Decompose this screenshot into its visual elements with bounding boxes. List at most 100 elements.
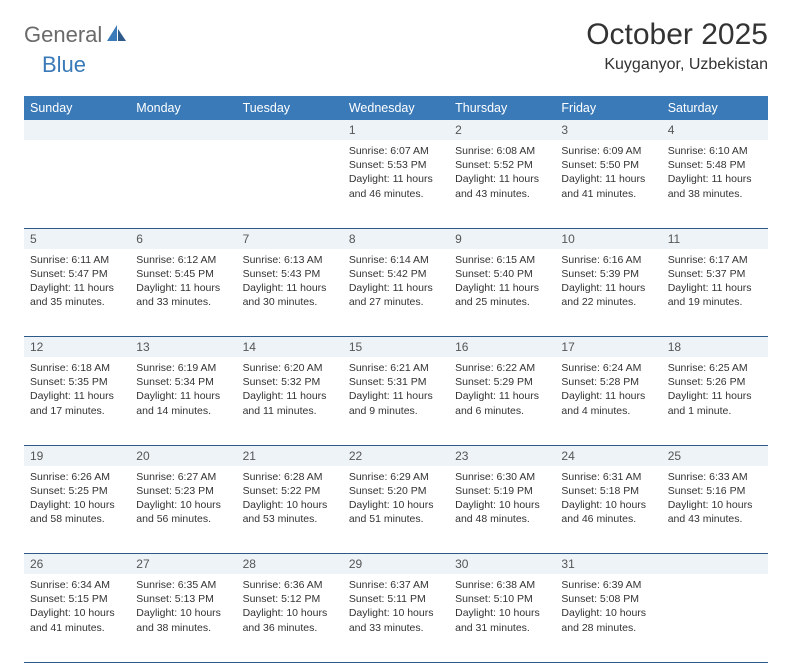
daylight-label-2: and 22 minutes. (561, 295, 655, 309)
sunrise-label: Sunrise: 6:34 AM (30, 578, 124, 592)
weekday-header-row: Sunday Monday Tuesday Wednesday Thursday… (24, 96, 768, 120)
day-cell: Sunrise: 6:07 AMSunset: 5:53 PMDaylight:… (343, 140, 449, 228)
daylight-label-2: and 6 minutes. (455, 404, 549, 418)
logo-sail-icon (106, 24, 128, 47)
sunrise-label: Sunrise: 6:20 AM (243, 361, 337, 375)
day-cell: Sunrise: 6:13 AMSunset: 5:43 PMDaylight:… (237, 249, 343, 337)
day-cell-body: Sunrise: 6:25 AMSunset: 5:26 PMDaylight:… (662, 357, 768, 424)
daylight-label-2: and 41 minutes. (30, 621, 124, 635)
daylight-label-2: and 43 minutes. (455, 187, 549, 201)
sunrise-label: Sunrise: 6:19 AM (136, 361, 230, 375)
daylight-label-2: and 58 minutes. (30, 512, 124, 526)
daylight-label-1: Daylight: 11 hours (349, 172, 443, 186)
sunset-label: Sunset: 5:13 PM (136, 592, 230, 606)
weekday-header: Sunday (24, 96, 130, 120)
daylight-label-2: and 25 minutes. (455, 295, 549, 309)
sunset-label: Sunset: 5:10 PM (455, 592, 549, 606)
day-cell: Sunrise: 6:28 AMSunset: 5:22 PMDaylight:… (237, 466, 343, 554)
sunrise-label: Sunrise: 6:38 AM (455, 578, 549, 592)
day-cell: Sunrise: 6:16 AMSunset: 5:39 PMDaylight:… (555, 249, 661, 337)
day-cell-body: Sunrise: 6:33 AMSunset: 5:16 PMDaylight:… (662, 466, 768, 533)
sunrise-label: Sunrise: 6:25 AM (668, 361, 762, 375)
daylight-label-1: Daylight: 11 hours (668, 281, 762, 295)
daylight-label-2: and 33 minutes. (136, 295, 230, 309)
daylight-label-2: and 48 minutes. (455, 512, 549, 526)
sunset-label: Sunset: 5:42 PM (349, 267, 443, 281)
day-cell: Sunrise: 6:26 AMSunset: 5:25 PMDaylight:… (24, 466, 130, 554)
sunset-label: Sunset: 5:37 PM (668, 267, 762, 281)
day-number: 6 (130, 228, 236, 249)
sunrise-label: Sunrise: 6:11 AM (30, 253, 124, 267)
day-cell-body: Sunrise: 6:19 AMSunset: 5:34 PMDaylight:… (130, 357, 236, 424)
day-cell-body: Sunrise: 6:21 AMSunset: 5:31 PMDaylight:… (343, 357, 449, 424)
sunset-label: Sunset: 5:22 PM (243, 484, 337, 498)
day-cell-body: Sunrise: 6:24 AMSunset: 5:28 PMDaylight:… (555, 357, 661, 424)
sunrise-label: Sunrise: 6:17 AM (668, 253, 762, 267)
daylight-label-2: and 56 minutes. (136, 512, 230, 526)
daylight-label-1: Daylight: 11 hours (668, 389, 762, 403)
day-number: 18 (662, 337, 768, 358)
day-cell-body: Sunrise: 6:29 AMSunset: 5:20 PMDaylight:… (343, 466, 449, 533)
day-cell: Sunrise: 6:11 AMSunset: 5:47 PMDaylight:… (24, 249, 130, 337)
daynum-row: 1234 (24, 120, 768, 140)
daylight-label-1: Daylight: 11 hours (349, 281, 443, 295)
sunset-label: Sunset: 5:25 PM (30, 484, 124, 498)
sunset-label: Sunset: 5:16 PM (668, 484, 762, 498)
day-cell (662, 574, 768, 662)
day-cell: Sunrise: 6:19 AMSunset: 5:34 PMDaylight:… (130, 357, 236, 445)
daylight-label-1: Daylight: 11 hours (561, 172, 655, 186)
day-number: 17 (555, 337, 661, 358)
daylight-label-2: and 14 minutes. (136, 404, 230, 418)
day-number: 16 (449, 337, 555, 358)
day-cell: Sunrise: 6:25 AMSunset: 5:26 PMDaylight:… (662, 357, 768, 445)
sunrise-label: Sunrise: 6:39 AM (561, 578, 655, 592)
weekday-header: Wednesday (343, 96, 449, 120)
daylight-label-1: Daylight: 11 hours (30, 281, 124, 295)
sunset-label: Sunset: 5:12 PM (243, 592, 337, 606)
day-number (662, 554, 768, 575)
day-number: 19 (24, 445, 130, 466)
day-cell: Sunrise: 6:39 AMSunset: 5:08 PMDaylight:… (555, 574, 661, 662)
day-cell-body: Sunrise: 6:28 AMSunset: 5:22 PMDaylight:… (237, 466, 343, 533)
sunrise-label: Sunrise: 6:30 AM (455, 470, 549, 484)
logo-text-general: General (24, 22, 102, 48)
day-cell: Sunrise: 6:38 AMSunset: 5:10 PMDaylight:… (449, 574, 555, 662)
day-cell-body: Sunrise: 6:35 AMSunset: 5:13 PMDaylight:… (130, 574, 236, 641)
page-title: October 2025 (586, 18, 768, 52)
daylight-label-1: Daylight: 10 hours (30, 498, 124, 512)
sunset-label: Sunset: 5:19 PM (455, 484, 549, 498)
sunset-label: Sunset: 5:20 PM (349, 484, 443, 498)
sunrise-label: Sunrise: 6:09 AM (561, 144, 655, 158)
sunset-label: Sunset: 5:11 PM (349, 592, 443, 606)
day-number: 9 (449, 228, 555, 249)
daylight-label-2: and 36 minutes. (243, 621, 337, 635)
day-cell-body: Sunrise: 6:11 AMSunset: 5:47 PMDaylight:… (24, 249, 130, 316)
sunset-label: Sunset: 5:50 PM (561, 158, 655, 172)
day-number: 4 (662, 120, 768, 140)
sunrise-label: Sunrise: 6:36 AM (243, 578, 337, 592)
weekday-header: Monday (130, 96, 236, 120)
daylight-label-1: Daylight: 11 hours (136, 389, 230, 403)
daynum-row: 12131415161718 (24, 337, 768, 358)
day-cell-body: Sunrise: 6:13 AMSunset: 5:43 PMDaylight:… (237, 249, 343, 316)
day-number: 21 (237, 445, 343, 466)
daylight-label-2: and 4 minutes. (561, 404, 655, 418)
sunrise-label: Sunrise: 6:37 AM (349, 578, 443, 592)
day-cell-body: Sunrise: 6:38 AMSunset: 5:10 PMDaylight:… (449, 574, 555, 641)
day-number: 11 (662, 228, 768, 249)
daylight-label-1: Daylight: 11 hours (668, 172, 762, 186)
day-cell: Sunrise: 6:35 AMSunset: 5:13 PMDaylight:… (130, 574, 236, 662)
day-cell-body: Sunrise: 6:17 AMSunset: 5:37 PMDaylight:… (662, 249, 768, 316)
day-cell-body: Sunrise: 6:18 AMSunset: 5:35 PMDaylight:… (24, 357, 130, 424)
day-cell-body: Sunrise: 6:12 AMSunset: 5:45 PMDaylight:… (130, 249, 236, 316)
day-number: 7 (237, 228, 343, 249)
day-number: 26 (24, 554, 130, 575)
daylight-label-2: and 28 minutes. (561, 621, 655, 635)
day-cell-body: Sunrise: 6:34 AMSunset: 5:15 PMDaylight:… (24, 574, 130, 641)
daynum-row: 567891011 (24, 228, 768, 249)
sunset-label: Sunset: 5:52 PM (455, 158, 549, 172)
location-label: Kuyganyor, Uzbekistan (586, 56, 768, 74)
day-number: 28 (237, 554, 343, 575)
sunrise-label: Sunrise: 6:18 AM (30, 361, 124, 375)
day-cell-body: Sunrise: 6:27 AMSunset: 5:23 PMDaylight:… (130, 466, 236, 533)
